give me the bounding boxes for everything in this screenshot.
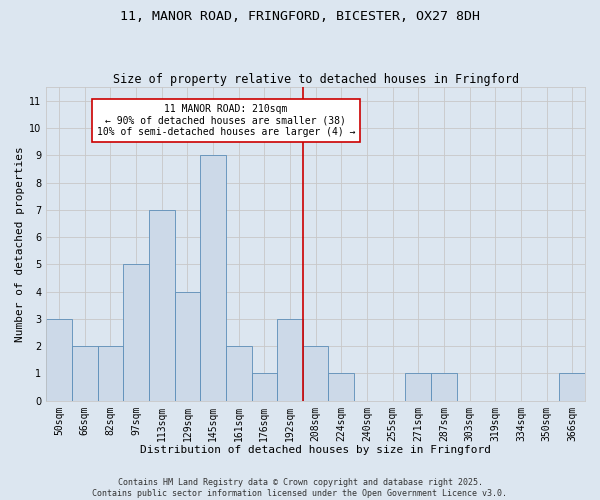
Bar — [328, 374, 354, 400]
Text: 11 MANOR ROAD: 210sqm
← 90% of detached houses are smaller (38)
10% of semi-deta: 11 MANOR ROAD: 210sqm ← 90% of detached … — [97, 104, 355, 136]
Bar — [251, 374, 277, 400]
Bar — [175, 292, 200, 401]
Bar — [226, 346, 251, 401]
Bar — [303, 346, 328, 401]
X-axis label: Distribution of detached houses by size in Fringford: Distribution of detached houses by size … — [140, 445, 491, 455]
Bar — [72, 346, 98, 401]
Text: Contains HM Land Registry data © Crown copyright and database right 2025.
Contai: Contains HM Land Registry data © Crown c… — [92, 478, 508, 498]
Y-axis label: Number of detached properties: Number of detached properties — [15, 146, 25, 342]
Bar — [149, 210, 175, 400]
Text: 11, MANOR ROAD, FRINGFORD, BICESTER, OX27 8DH: 11, MANOR ROAD, FRINGFORD, BICESTER, OX2… — [120, 10, 480, 23]
Bar — [98, 346, 123, 401]
Title: Size of property relative to detached houses in Fringford: Size of property relative to detached ho… — [113, 73, 519, 86]
Bar — [559, 374, 585, 400]
Bar — [46, 319, 72, 400]
Bar — [123, 264, 149, 400]
Bar — [406, 374, 431, 400]
Bar — [277, 319, 303, 400]
Bar — [431, 374, 457, 400]
Bar — [200, 156, 226, 400]
